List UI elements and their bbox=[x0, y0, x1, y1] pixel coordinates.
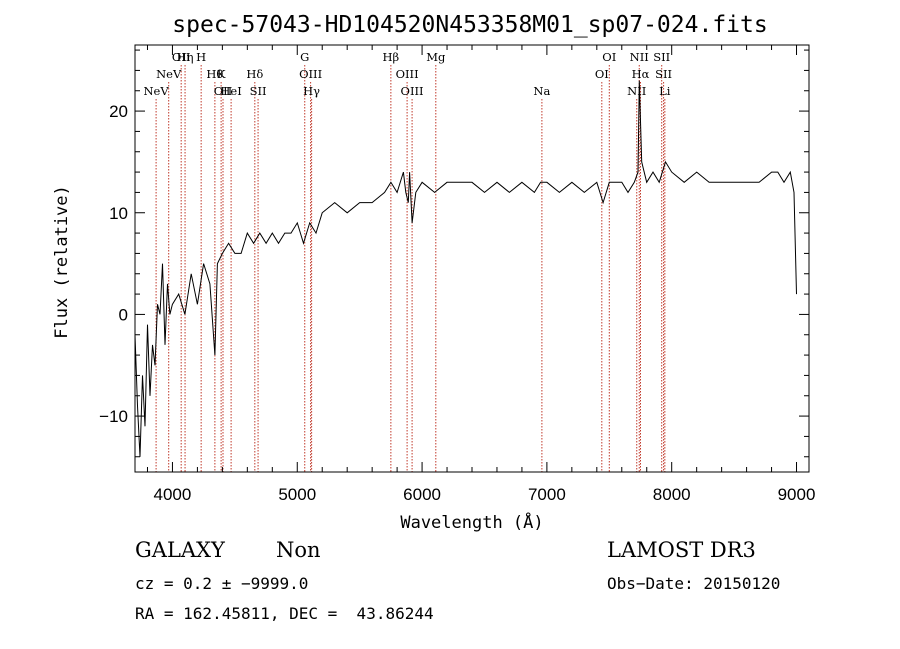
emission-line-label: OI bbox=[595, 67, 609, 81]
emission-line-label: NeV bbox=[156, 67, 182, 81]
emission-line-label: NII bbox=[627, 84, 646, 98]
plot-frame bbox=[134, 44, 810, 473]
object-class: GALAXY bbox=[135, 538, 225, 562]
emission-line-label: OIII bbox=[299, 67, 322, 81]
emission-line-label: SII bbox=[655, 67, 672, 81]
x-tick-label: 4000 bbox=[154, 485, 192, 504]
emission-line-label: Hβ bbox=[383, 50, 400, 64]
emission-line-label: Hδ bbox=[246, 67, 263, 81]
emission-line-label: Hθ bbox=[206, 67, 223, 81]
emission-line-label: NII bbox=[630, 50, 649, 64]
emission-line-label: OI bbox=[602, 50, 616, 64]
coordinates: RA = 162.45811, DEC = 43.86244 bbox=[135, 604, 434, 623]
y-tick-labels: −10 0 10 20 bbox=[99, 102, 128, 426]
spectrum-line bbox=[134, 80, 797, 457]
emission-line-label: OII bbox=[172, 50, 191, 64]
x-tick-label: 7000 bbox=[528, 485, 566, 504]
emission-line-label: HeI bbox=[220, 84, 241, 98]
emission-line-label: G bbox=[300, 50, 309, 64]
x-tick-label: 5000 bbox=[278, 485, 316, 504]
survey-name: LAMOST DR3 bbox=[607, 538, 756, 562]
x-tick-label: 9000 bbox=[778, 485, 816, 504]
redshift-text: cz = 0.2 ± −9999.0 bbox=[135, 574, 309, 593]
emission-line-label: Hα bbox=[632, 67, 650, 81]
x-tick-label: 8000 bbox=[653, 485, 691, 504]
y-tick-label: 20 bbox=[109, 102, 128, 121]
emission-line-label: Hη bbox=[177, 50, 194, 64]
emission-line-label: NeV bbox=[143, 84, 169, 98]
object-subclass: Non bbox=[276, 538, 321, 562]
y-tick-label: −10 bbox=[99, 407, 128, 426]
chart-title: spec-57043-HD104520N453358M01_sp07-024.f… bbox=[172, 12, 767, 38]
emission-line-label: SII bbox=[653, 50, 670, 64]
axis-ticks bbox=[135, 45, 809, 472]
x-tick-labels: 4000 5000 6000 7000 8000 9000 bbox=[154, 485, 816, 504]
emission-line-label: Mg bbox=[426, 50, 446, 64]
emission-line-label: H bbox=[196, 50, 206, 64]
emission-line-label: OIII bbox=[401, 84, 424, 98]
obs-date: Obs−Date: 20150120 bbox=[607, 574, 781, 593]
emission-line-label: OIII bbox=[396, 67, 419, 81]
emission-line-label: OII bbox=[214, 84, 233, 98]
y-axis-label: Flux (relative) bbox=[52, 185, 72, 339]
emission-line-label: SII bbox=[250, 84, 267, 98]
y-tick-label: 10 bbox=[109, 204, 128, 223]
emission-line-markers bbox=[155, 65, 666, 472]
x-tick-label: 6000 bbox=[403, 485, 441, 504]
y-tick-label: 0 bbox=[119, 305, 128, 324]
emission-line-label: K bbox=[217, 67, 226, 81]
emission-line-label: Li bbox=[659, 84, 671, 98]
x-axis-label: Wavelength (Å) bbox=[400, 511, 543, 533]
emission-line-label: Na bbox=[533, 84, 550, 98]
emission-line-label: Hγ bbox=[303, 84, 320, 98]
